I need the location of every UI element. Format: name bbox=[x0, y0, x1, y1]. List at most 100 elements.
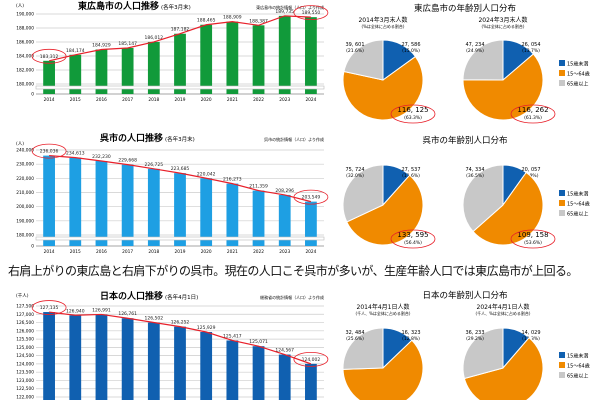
chart-subtitle: (各年3月末) bbox=[161, 3, 191, 11]
pie-value-label: 36, 233 bbox=[465, 330, 484, 336]
pie-chart-7: 日本の年齢別人口分布 2014年4月1日人数(千人、%は全体に占める割合) 16, … bbox=[342, 290, 508, 400]
pie-value-label: 27, 537 bbox=[401, 167, 420, 173]
pie-value-label: 116, 262 bbox=[517, 106, 548, 114]
pie-pct-label: (21.6%) bbox=[346, 48, 364, 54]
x-tick-label: 2022 bbox=[253, 97, 264, 103]
highlight-ellipse bbox=[510, 229, 556, 249]
legend-label: 15～64歳 bbox=[567, 71, 590, 78]
bar bbox=[43, 312, 55, 400]
data-label: 124,567 bbox=[275, 348, 294, 354]
data-label: 127,135 bbox=[40, 305, 59, 311]
legend-swatch bbox=[559, 190, 565, 196]
highlight-ellipse bbox=[31, 300, 67, 315]
y-tick-label: 126,000 bbox=[16, 328, 34, 334]
bar bbox=[226, 21, 239, 94]
data-label: 189,735 bbox=[275, 9, 294, 15]
pie-pct-label: (13.7%) bbox=[522, 48, 540, 54]
pie-pct-label: (63.3%) bbox=[404, 115, 422, 121]
pie-chart-6: 20, 057(9.9%)109, 158(53.6%)74, 334(36.5… bbox=[462, 164, 556, 249]
y-tick-label: 200,000 bbox=[16, 204, 34, 210]
axis-break bbox=[35, 236, 325, 241]
y-unit: (千人) bbox=[16, 292, 29, 299]
data-label: 211,359 bbox=[249, 184, 268, 190]
bar bbox=[95, 161, 108, 246]
data-label: 185,147 bbox=[118, 41, 137, 47]
legend-label: 15～64歳 bbox=[567, 363, 590, 370]
y-tick-label: 182,000 bbox=[16, 68, 34, 74]
bar bbox=[278, 15, 291, 95]
bar bbox=[95, 314, 108, 400]
y-tick-label: 125,000 bbox=[16, 345, 34, 351]
pie-value-label: 109, 158 bbox=[517, 231, 548, 239]
data-label: 232,230 bbox=[92, 154, 111, 160]
data-label: 126,761 bbox=[118, 311, 137, 317]
legend-label: 15歳未満 bbox=[567, 61, 588, 68]
x-tick-label: 2023 bbox=[279, 97, 290, 103]
highlight-ellipse bbox=[293, 351, 329, 367]
y-tick-label: 124,500 bbox=[16, 353, 34, 359]
pie-pct-label: (53.6%) bbox=[524, 240, 542, 246]
pie-slice bbox=[462, 164, 504, 233]
bar-chart-2: 日本の人口推移 (各年4月1日) 総務省の統計情報（人口）より作成 (千人) 127,5… bbox=[16, 290, 329, 400]
data-label: 126,252 bbox=[171, 320, 190, 326]
y-tick-label: 123,500 bbox=[16, 370, 34, 376]
pie-value-label: 75, 724 bbox=[345, 167, 364, 173]
x-tick-label: 2018 bbox=[148, 249, 159, 255]
data-label: 234,613 bbox=[66, 151, 85, 157]
pie-pct-label: (56.4%) bbox=[404, 240, 422, 246]
bar bbox=[305, 17, 317, 94]
bar bbox=[43, 60, 55, 94]
pie-note: (%は全体に占める割合) bbox=[362, 23, 405, 29]
data-label: 188,387 bbox=[249, 18, 268, 24]
x-tick-label: 2015 bbox=[70, 249, 81, 255]
legend-swatch bbox=[559, 372, 565, 378]
pie-pct-label: (12.8%) bbox=[402, 336, 420, 342]
data-label: 203,549 bbox=[302, 195, 321, 201]
pie-slice bbox=[342, 339, 424, 400]
pie-chart-3: 東広島市の年齢別人口分布 2014年3月末人数(%は全体に占める割合) 27, 58… bbox=[342, 3, 516, 124]
x-tick-label: 2017 bbox=[122, 249, 133, 255]
pie-pct-label: (24.9%) bbox=[466, 48, 484, 54]
legend-label: 15歳未満 bbox=[567, 191, 588, 198]
pie-title: 2014年3月末人数 bbox=[358, 16, 407, 24]
legend-swatch bbox=[559, 210, 565, 216]
pie-pct-label: (61.3%) bbox=[524, 115, 542, 121]
pie-slice bbox=[462, 53, 544, 121]
pie-slice bbox=[343, 39, 384, 81]
y-tick-label: 0 bbox=[31, 244, 34, 250]
data-label: 226,725 bbox=[145, 162, 164, 168]
x-tick-label: 2020 bbox=[201, 97, 212, 103]
y-tick-label: 188,000 bbox=[16, 26, 34, 32]
y-tick-label: 230,000 bbox=[16, 162, 34, 168]
data-label: 188,909 bbox=[223, 15, 242, 21]
x-tick-label: 2019 bbox=[175, 249, 186, 255]
pie-title: 2014年4月1日人数 bbox=[357, 303, 410, 311]
y-tick-label: 184,000 bbox=[16, 54, 34, 60]
pie-slice bbox=[472, 171, 544, 246]
x-tick-label: 2021 bbox=[227, 97, 238, 103]
bar bbox=[95, 49, 108, 94]
data-label: 125,071 bbox=[249, 339, 268, 345]
pie-slice bbox=[342, 327, 384, 370]
pie-value-label: 47, 234 bbox=[465, 42, 484, 48]
bar bbox=[147, 41, 160, 94]
bar bbox=[69, 157, 82, 246]
chart-title: 呉市の人口推移 bbox=[100, 132, 163, 144]
pie-note: (千人、%は全体に占める割合) bbox=[476, 310, 531, 316]
legend-swatch bbox=[559, 200, 565, 206]
bar bbox=[200, 24, 213, 94]
legend-label: 65歳以上 bbox=[567, 373, 588, 380]
trend-line bbox=[49, 311, 312, 365]
x-tick-label: 2015 bbox=[70, 97, 81, 103]
pie-value-label: 26, 054 bbox=[521, 42, 540, 48]
data-label: 223,685 bbox=[171, 166, 190, 172]
x-tick-label: 2022 bbox=[253, 249, 264, 255]
x-tick-label: 2016 bbox=[96, 97, 107, 103]
x-tick-label: 2017 bbox=[122, 97, 133, 103]
caption-text: 右肩上がりの東広島と右肩下がりの呉市。現在の人口こそ呉市が多いが、生産年齢人口で… bbox=[8, 264, 578, 278]
y-tick-label: 220,000 bbox=[16, 176, 34, 182]
pie-value-label: 14, 029 bbox=[521, 330, 540, 336]
bar bbox=[147, 168, 160, 246]
chart-title: 東広島市の人口推移 bbox=[78, 0, 159, 12]
chart-subtitle: (各年3月末) bbox=[165, 135, 195, 143]
